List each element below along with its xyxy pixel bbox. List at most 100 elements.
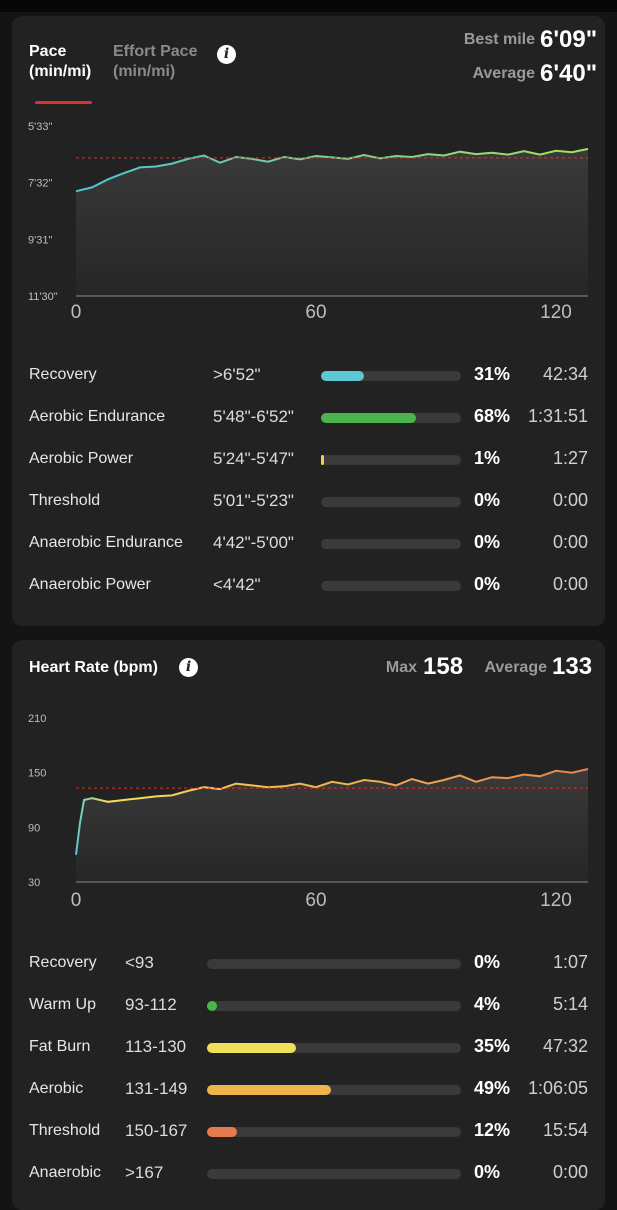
pace-card: Pace (min/mi) Effort Pace (min/mi) i Bes…: [12, 16, 605, 626]
max-hr-label: Max: [385, 659, 417, 676]
heart-rate-zone-range: 131-149: [125, 1079, 188, 1098]
heart-rate-zone-bar-fill: [207, 1127, 238, 1137]
pace-zone-percent: 31%: [474, 364, 511, 384]
heart-rate-zone-time: 5:14: [552, 994, 588, 1014]
tab-effort-pace[interactable]: Effort Pace (min/mi): [113, 42, 197, 82]
pace-zone-row: Recovery >6'52" 31% 42:34: [12, 361, 605, 391]
pace-zone-percent: 68%: [474, 406, 511, 426]
heart-rate-zone-percent: 35%: [474, 1036, 511, 1056]
pace-zone-bar-track: [321, 371, 461, 381]
pace-zone-bar-track: [321, 413, 461, 423]
heart-rate-title: Heart Rate (bpm): [29, 659, 158, 676]
heart-rate-x-tick: 60: [305, 890, 326, 911]
heart-rate-y-tick: 210: [28, 713, 46, 725]
average-hr-value: 133: [552, 653, 593, 680]
heart-rate-zone-name: Warm Up: [29, 996, 96, 1013]
pace-zone-time: 1:27: [552, 448, 588, 468]
heart-rate-zone-name: Aerobic: [29, 1080, 84, 1097]
pace-zone-bar-track: [321, 581, 461, 591]
average-hr-label: Average: [484, 659, 547, 676]
heart-rate-x-tick: 120: [540, 890, 572, 911]
heart-rate-zone-row: Recovery <93 0% 1:07: [12, 949, 605, 979]
pace-x-tick: 60: [305, 302, 326, 323]
heart-rate-zone-row: Warm Up 93-112 4% 5:14: [12, 991, 605, 1021]
active-tab-underline: [35, 101, 92, 104]
heart-rate-zone-percent: 4%: [474, 994, 501, 1014]
tab-effort-pace-unit: (min/mi): [113, 63, 176, 80]
best-mile-label: Best mile: [463, 31, 535, 48]
pace-zone-bar-track: [321, 497, 461, 507]
heart-rate-zone-percent: 49%: [474, 1078, 511, 1098]
heart-rate-card: Heart Rate (bpm) i Max 158 Average 133 2…: [12, 640, 605, 1210]
pace-x-tick: 120: [540, 302, 572, 323]
pace-zone-row: Anaerobic Power <4'42" 0% 0:00: [12, 571, 605, 601]
pace-zone-range: 4'42"-5'00": [213, 533, 294, 552]
tab-pace-title: Pace: [29, 43, 67, 60]
info-icon[interactable]: i: [179, 658, 198, 677]
pace-zone-time: 42:34: [542, 364, 588, 384]
heart-rate-zone-row: Fat Burn 113-130 35% 47:32: [12, 1033, 605, 1063]
heart-rate-zone-row: Threshold 150-167 12% 15:54: [12, 1117, 605, 1147]
pace-zone-row: Anaerobic Endurance 4'42"-5'00" 0% 0:00: [12, 529, 605, 559]
pace-zone-time: 0:00: [552, 574, 588, 594]
pace-zone-name: Recovery: [29, 366, 97, 383]
heart-rate-zone-percent: 0%: [474, 1162, 501, 1182]
heart-rate-zone-percent: 12%: [474, 1120, 511, 1140]
pace-zone-percent: 0%: [474, 532, 501, 552]
max-hr-value: 158: [423, 653, 464, 680]
heart-rate-zone-time: 47:32: [542, 1036, 588, 1056]
heart-rate-zone-bar-track: [207, 1001, 461, 1011]
heart-rate-zone-range: 150-167: [125, 1121, 188, 1140]
heart-rate-zone-name: Recovery: [29, 954, 97, 971]
heart-rate-zone-bar-fill: [207, 1001, 218, 1011]
heart-rate-y-tick: 30: [28, 877, 40, 889]
pace-zone-range: >6'52": [213, 365, 261, 384]
heart-rate-zone-bar-track: [207, 1169, 461, 1179]
heart-rate-y-tick: 90: [28, 822, 40, 834]
tab-pace-unit: (min/mi): [29, 63, 92, 80]
heart-rate-zone-bar-fill: [207, 1085, 332, 1095]
pace-zone-bar-fill: [321, 413, 417, 423]
pace-zone-range: 5'01"-5'23": [213, 491, 294, 510]
pace-zone-time: 0:00: [552, 532, 588, 552]
tab-pace[interactable]: Pace (min/mi): [29, 42, 91, 82]
pace-zone-range: <4'42": [213, 575, 261, 594]
pace-zone-time: 1:31:51: [527, 406, 588, 426]
heart-rate-zone-time: 1:06:05: [527, 1078, 588, 1098]
pace-chart: 5'33" 7'32" 9'31" 11'30" 0 60 120: [28, 121, 589, 323]
pace-zone-bar-fill: [321, 371, 365, 381]
info-icon[interactable]: i: [217, 45, 236, 64]
pace-zone-range: 5'24"-5'47": [213, 449, 294, 468]
heart-rate-chart: 210 150 90 30 0 60 120: [28, 713, 589, 911]
pace-zone-row: Threshold 5'01"-5'23" 0% 0:00: [12, 487, 605, 517]
heart-rate-zone-bar-fill: [207, 1043, 296, 1053]
pace-zone-percent: 0%: [474, 574, 501, 594]
pace-zone-name: Aerobic Power: [29, 450, 134, 467]
average-pace-label: Average: [472, 65, 535, 82]
pace-y-tick: 9'31": [28, 234, 52, 246]
heart-rate-zone-range: <93: [125, 953, 154, 972]
pace-zone-name: Threshold: [29, 492, 101, 509]
pace-zone-time: 0:00: [552, 490, 588, 510]
heart-rate-zone-row: Aerobic 131-149 49% 1:06:05: [12, 1075, 605, 1105]
pace-zone-percent: 0%: [474, 490, 501, 510]
heart-rate-zone-bar-track: [207, 1085, 461, 1095]
tab-effort-pace-title: Effort Pace: [113, 43, 198, 60]
heart-rate-line: [75, 768, 589, 855]
heart-rate-zone-row: Anaerobic >167 0% 0:00: [12, 1159, 605, 1189]
pace-y-tick: 5'33": [28, 121, 52, 133]
pace-zone-name: Anaerobic Power: [29, 576, 151, 593]
heart-rate-zone-name: Threshold: [29, 1122, 101, 1139]
pace-area-fill: [76, 148, 588, 296]
heart-rate-zone-name: Fat Burn: [29, 1038, 91, 1055]
heart-rate-x-tick: 0: [71, 890, 82, 911]
best-mile-value: 6'09": [540, 26, 598, 53]
heart-rate-area-fill: [76, 769, 588, 882]
heart-rate-zone-time: 1:07: [552, 952, 588, 972]
pace-zone-name: Aerobic Endurance: [29, 408, 166, 425]
heart-rate-zone-bar-track: [207, 1043, 461, 1053]
heart-rate-zone-time: 0:00: [552, 1162, 588, 1182]
pace-x-tick: 0: [71, 302, 82, 323]
heart-rate-zone-bar-track: [207, 959, 461, 969]
pace-zone-bar-track: [321, 539, 461, 549]
